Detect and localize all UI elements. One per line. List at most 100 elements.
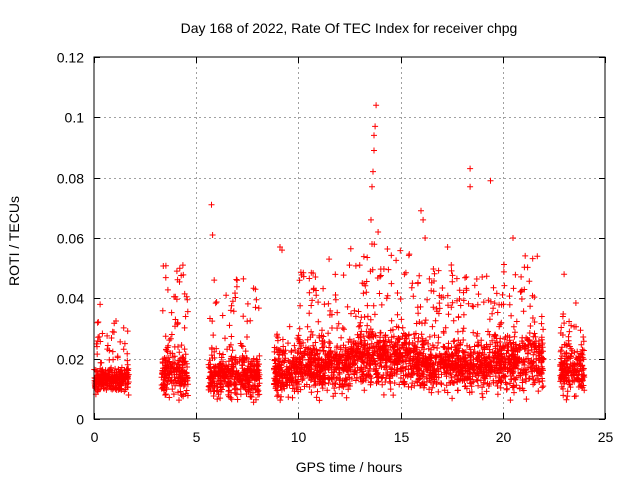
data-point [114, 353, 121, 360]
data-point [373, 380, 380, 387]
data-point [536, 369, 543, 376]
data-point [162, 391, 169, 398]
data-point [525, 341, 531, 348]
data-point [286, 382, 293, 389]
data-point [485, 353, 492, 360]
data-point [536, 379, 543, 385]
data-point [167, 377, 174, 384]
data-point [426, 386, 433, 393]
data-point [124, 357, 131, 364]
data-point [109, 386, 116, 393]
data-point [453, 275, 460, 282]
data-point [485, 297, 492, 304]
data-point [388, 252, 395, 259]
data-point [429, 342, 436, 349]
data-point [430, 360, 437, 367]
data-point [360, 344, 366, 351]
data-point [179, 364, 186, 371]
data-point [111, 372, 118, 379]
data-point [232, 360, 239, 367]
data-point [453, 347, 460, 354]
data-point [382, 379, 389, 385]
data-point [365, 351, 372, 357]
data-point [312, 365, 319, 371]
data-point [509, 352, 516, 358]
data-point [493, 379, 500, 386]
data-point [342, 377, 349, 383]
data-point [297, 386, 304, 393]
data-point [355, 350, 362, 357]
data-point [491, 300, 498, 307]
data-point [324, 387, 331, 394]
data-point [566, 343, 573, 350]
data-point [279, 247, 285, 254]
x-axis-label: GPS time / hours [296, 459, 403, 475]
data-point [580, 347, 587, 354]
data-point [373, 102, 380, 109]
data-point [99, 330, 106, 337]
data-point [442, 324, 449, 331]
data-point [286, 365, 293, 372]
data-point [349, 348, 356, 355]
data-point [319, 340, 326, 347]
data-point [227, 307, 234, 314]
data-point [96, 333, 103, 340]
data-point [228, 396, 235, 403]
data-point [435, 310, 442, 317]
data-point [317, 347, 323, 354]
data-point [435, 267, 442, 274]
data-point [211, 364, 218, 371]
data-point [479, 390, 486, 397]
data-point [109, 348, 116, 355]
data-point [117, 338, 124, 345]
data-point [346, 336, 353, 343]
data-point [279, 381, 286, 388]
data-point [369, 352, 376, 359]
data-point [314, 357, 321, 364]
data-point [229, 298, 236, 305]
data-point [449, 278, 456, 285]
data-point [164, 286, 171, 293]
data-point [389, 343, 396, 350]
data-point [124, 350, 131, 357]
data-point [397, 247, 404, 254]
data-point [490, 284, 497, 291]
data-point [168, 309, 175, 316]
data-point [233, 283, 240, 290]
data-point [98, 374, 105, 381]
data-point [502, 373, 509, 380]
data-point [487, 373, 494, 380]
data-point [575, 384, 582, 390]
data-point [523, 366, 529, 373]
data-point [445, 357, 451, 364]
data-point [500, 301, 507, 308]
data-point [394, 290, 401, 296]
data-point [563, 396, 570, 403]
data-point [316, 397, 323, 404]
data-point [272, 365, 279, 372]
data-point [114, 376, 121, 383]
data-point [315, 299, 322, 306]
data-point [508, 376, 515, 383]
data-point [476, 364, 483, 371]
data-point [438, 294, 445, 301]
data-point [274, 393, 281, 400]
data-point [354, 331, 361, 338]
data-point [162, 274, 169, 281]
data-point [106, 347, 113, 354]
data-point [571, 393, 578, 400]
x-tick-label: 0 [91, 429, 99, 445]
data-point [373, 367, 380, 374]
data-point [120, 374, 127, 380]
data-point [222, 335, 228, 342]
data-point [558, 324, 565, 331]
data-point [448, 267, 455, 274]
data-point [121, 340, 128, 347]
data-point [211, 348, 218, 355]
data-point [94, 319, 101, 326]
data-point [332, 271, 339, 278]
data-point [365, 371, 372, 378]
data-point [94, 338, 101, 344]
data-point [481, 375, 488, 382]
data-point [419, 370, 426, 377]
